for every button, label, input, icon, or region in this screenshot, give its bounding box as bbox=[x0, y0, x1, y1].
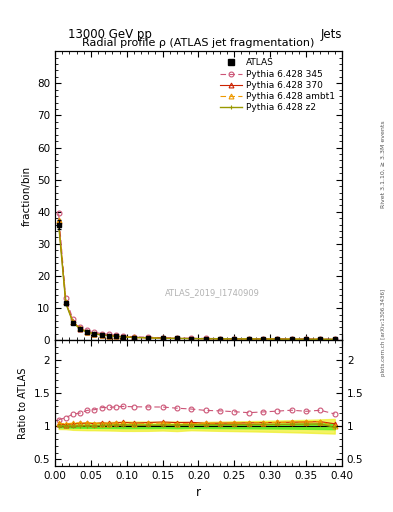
X-axis label: r: r bbox=[196, 486, 201, 499]
Y-axis label: Ratio to ATLAS: Ratio to ATLAS bbox=[18, 368, 28, 439]
Text: Rivet 3.1.10, ≥ 3.3M events: Rivet 3.1.10, ≥ 3.3M events bbox=[381, 120, 386, 208]
Text: 13000 GeV pp: 13000 GeV pp bbox=[68, 28, 152, 41]
Text: Jets: Jets bbox=[320, 28, 342, 41]
Legend: ATLAS, Pythia 6.428 345, Pythia 6.428 370, Pythia 6.428 ambt1, Pythia 6.428 z2: ATLAS, Pythia 6.428 345, Pythia 6.428 37… bbox=[217, 56, 338, 115]
Text: plots.cern.ch [arXiv:1306.3436]: plots.cern.ch [arXiv:1306.3436] bbox=[381, 289, 386, 376]
Text: ATLAS_2019_I1740909: ATLAS_2019_I1740909 bbox=[165, 288, 260, 297]
Y-axis label: fraction/bin: fraction/bin bbox=[22, 166, 31, 226]
Title: Radial profile ρ (ATLAS jet fragmentation): Radial profile ρ (ATLAS jet fragmentatio… bbox=[82, 38, 315, 48]
